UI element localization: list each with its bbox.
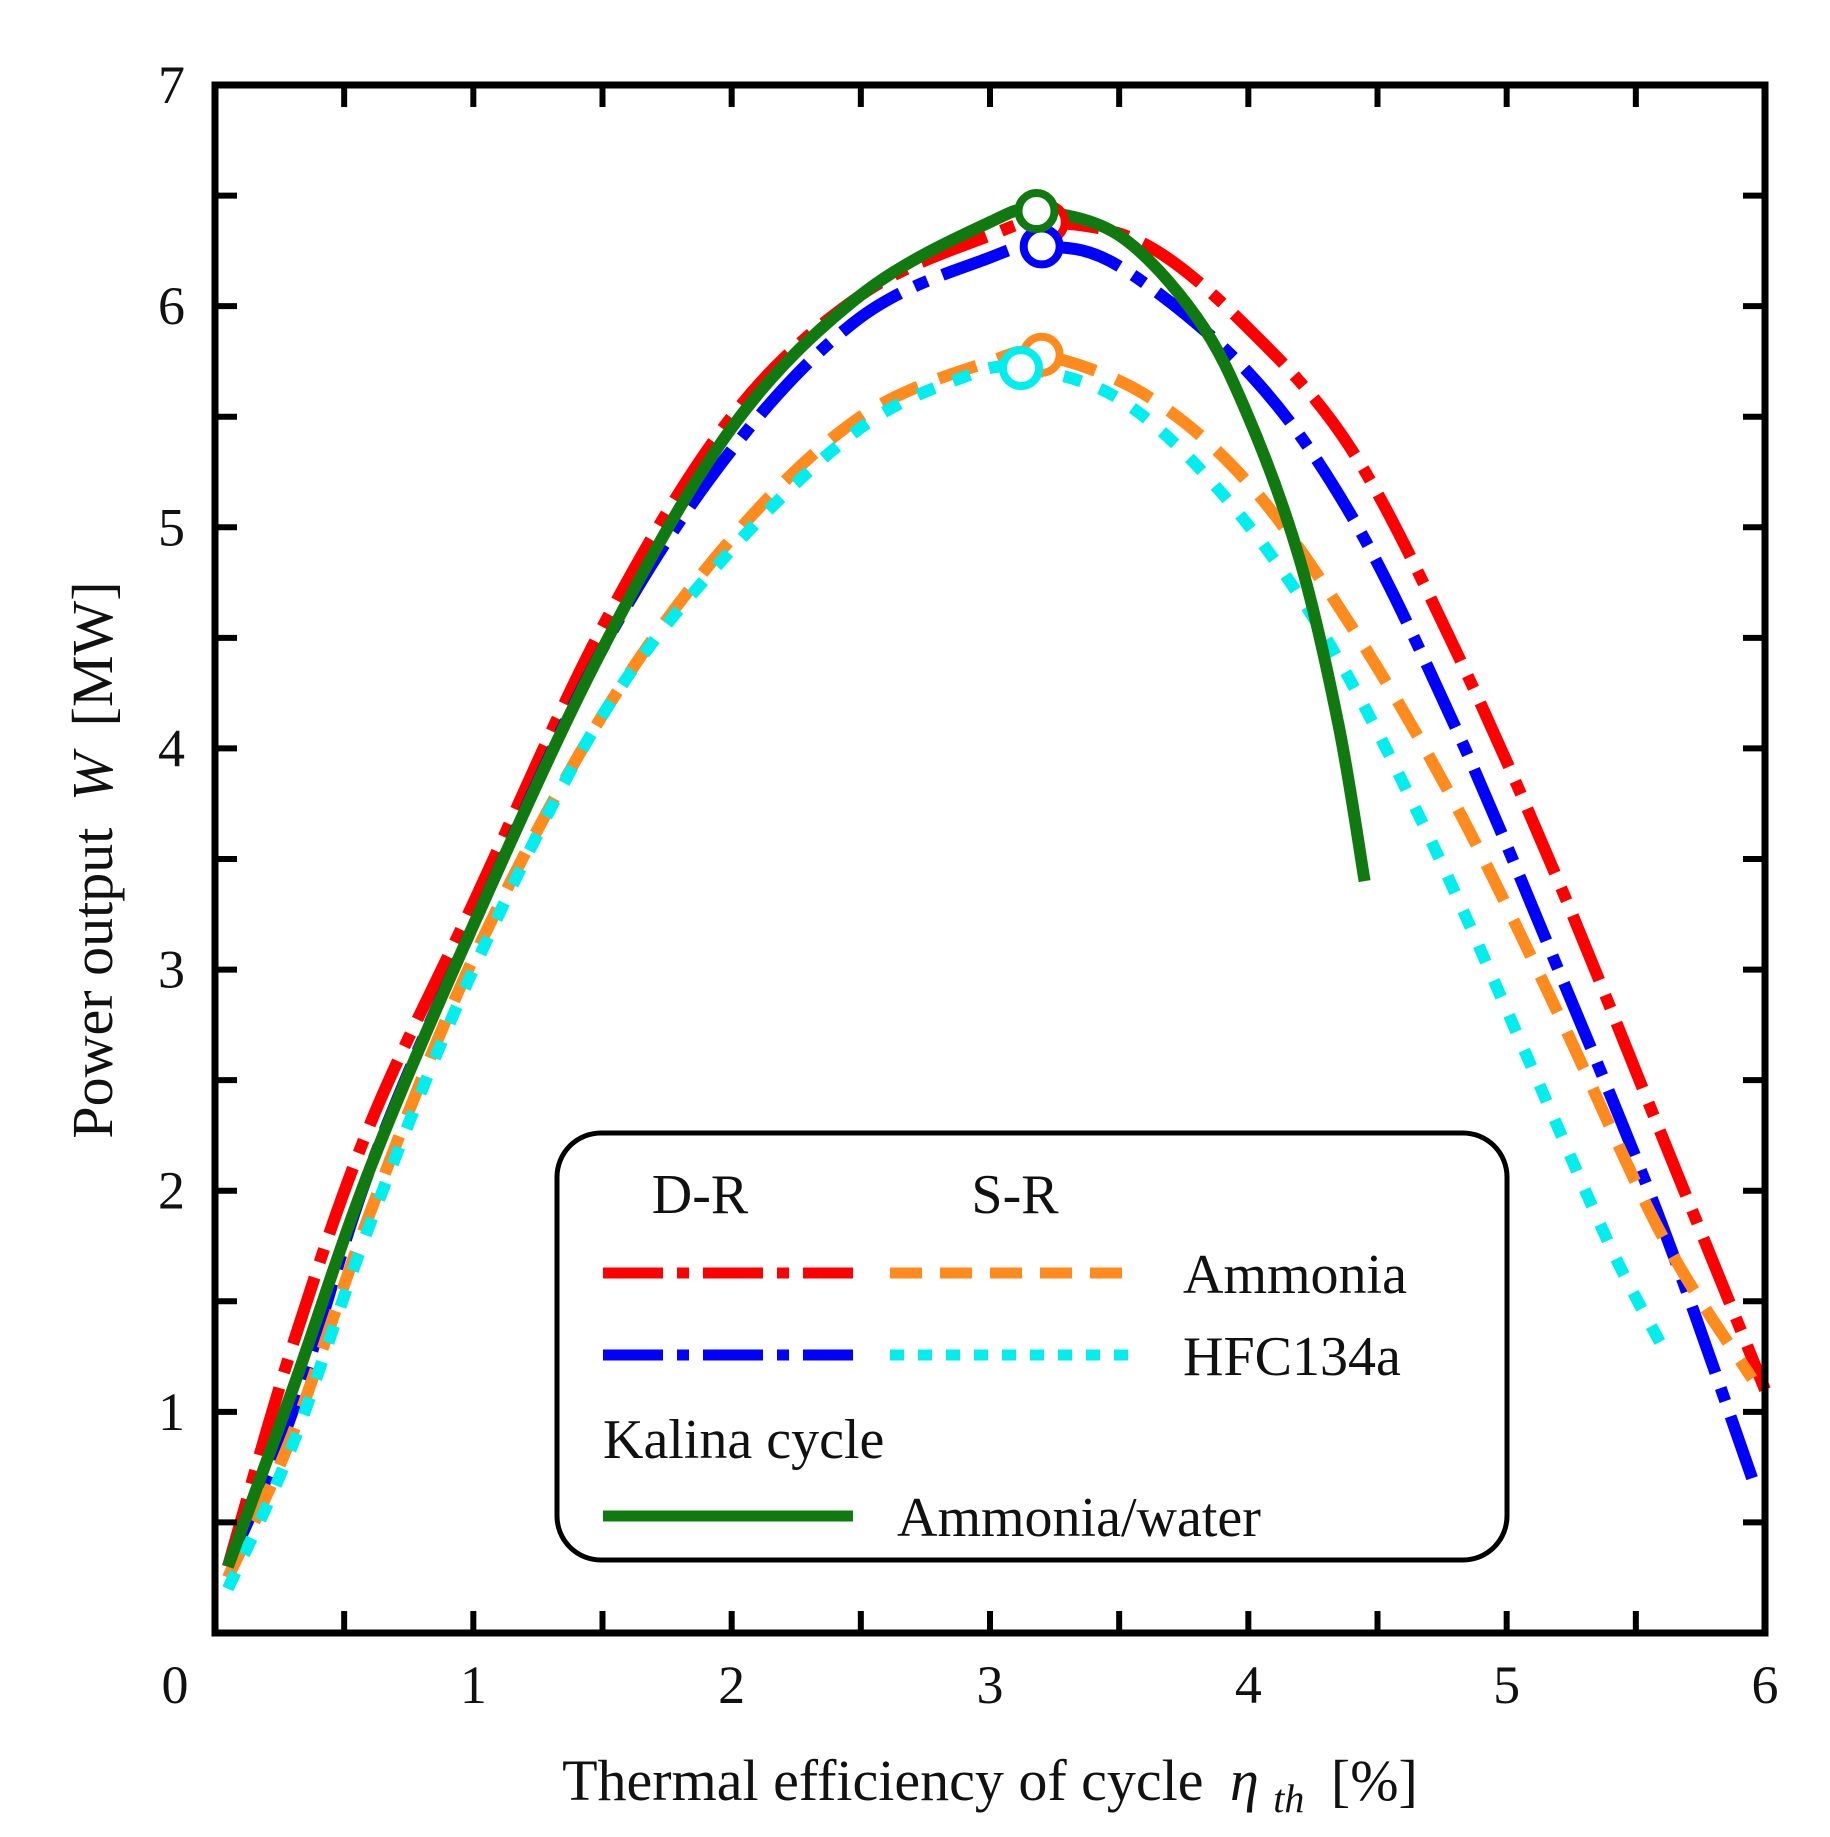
y-axis-title-text: Power output [60,828,125,1139]
legend-kalina-title: Kalina cycle [603,1409,884,1471]
x-tick-label: 1 [460,1655,487,1715]
y-tick-label: 1 [158,1382,185,1442]
y-tick-label: 5 [158,497,185,557]
series-line-s-r-hfc134a [222,360,1668,1592]
series-curves [222,203,1771,1592]
x-tick-label: 0 [162,1655,189,1715]
y-tick-label: 7 [158,55,185,115]
axis-tick-labels: 0 1 2 3 4 5 6 1 2 3 4 5 6 7 [158,55,1779,1715]
x-tick-label: 2 [718,1655,745,1715]
x-axis-title: Thermal efficiency of cycle η th [%] [562,1748,1418,1825]
peak-marker-d-r-hfc134a [1019,224,1064,269]
y-axis-unit: [MW] [60,581,125,726]
y-tick-label: 4 [158,718,185,778]
legend-label-ammonia: Ammonia [1183,1244,1407,1306]
x-tick-label: 4 [1235,1655,1262,1715]
series-line-d-r-hfc134a [222,239,1758,1570]
x-axis-symbol: η [1230,1748,1259,1813]
legend: D-R S-R Ammonia HFC134a Kalina cycle Amm… [554,1130,1510,1563]
x-tick-label: 3 [977,1655,1004,1715]
legend-box [554,1130,1510,1563]
legend-header-dr: D-R [652,1164,749,1226]
axis-ticks [212,82,1768,1636]
legend-header-sr: S-R [971,1164,1059,1226]
legend-label-hfc: HFC134a [1183,1326,1401,1388]
y-axis-symbol: W [60,748,125,801]
y-tick-label: 6 [158,276,185,336]
series-line-d-r-ammonia [222,215,1771,1569]
x-axis-symbol-subscript: th [1273,1776,1304,1821]
x-axis-title-text: Thermal efficiency of cycle [562,1748,1203,1813]
legend-label-kalina: Ammonia/water [897,1487,1261,1549]
peak-marker-kalina-ammonia-water [1014,189,1059,234]
x-tick-label: 5 [1493,1655,1520,1715]
y-axis-title: Power output W [MW] [60,581,125,1138]
series-line-kalina-ammonia-water [222,203,1371,1569]
y-tick-label: 2 [158,1161,185,1221]
x-axis-unit: [%] [1331,1748,1418,1813]
x-tick-label: 6 [1752,1655,1779,1715]
y-tick-label: 3 [158,940,185,1000]
peak-marker-s-r-hfc134a [999,346,1043,391]
series-line-s-r-ammonia [222,345,1758,1581]
peak-markers [999,189,1069,391]
